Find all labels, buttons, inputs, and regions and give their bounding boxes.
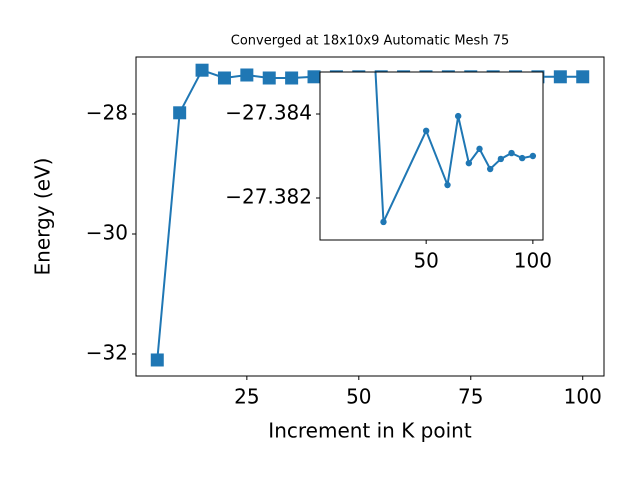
marker <box>486 165 494 173</box>
marker <box>553 70 567 84</box>
x-tick-label: 50 <box>413 249 438 273</box>
marker <box>422 127 430 134</box>
marker <box>444 181 451 189</box>
marker <box>497 155 505 163</box>
axes-frame <box>319 71 544 241</box>
x-tick-label: 100 <box>514 249 552 273</box>
y-tick-label: −30 <box>86 220 128 244</box>
marker <box>217 71 231 85</box>
plot-area <box>320 72 543 240</box>
marker <box>454 112 462 120</box>
marker <box>465 159 473 167</box>
marker <box>195 63 209 77</box>
y-tick-label: −28 <box>86 100 128 124</box>
marker <box>370 18 376 24</box>
y-tick-label: −32 <box>86 340 128 364</box>
axes: 50 100 −27.384 −27.382 <box>225 18 552 273</box>
marker <box>173 106 187 120</box>
axes-frame <box>135 56 605 377</box>
marker <box>518 154 526 162</box>
marker <box>508 149 515 157</box>
y-tick-label: −27.384 <box>225 101 312 125</box>
marker <box>307 70 321 84</box>
marker <box>285 71 299 85</box>
x-tick-label: 75 <box>458 385 483 409</box>
marker <box>150 353 164 367</box>
x-tick-label: 100 <box>564 385 602 409</box>
marker <box>240 68 254 82</box>
y-tick-label: −27.382 <box>225 185 312 209</box>
x-tick-label: 50 <box>346 385 371 409</box>
marker <box>262 71 276 85</box>
marker <box>380 218 387 226</box>
marker <box>476 145 483 153</box>
chart-title: Converged at 18x10x9 Automatic Mesh 75 <box>231 34 509 49</box>
marker <box>529 152 537 160</box>
y-axis-label: Energy (eV) <box>31 158 55 276</box>
x-axis-label: Increment in K point <box>268 419 472 443</box>
marker <box>576 70 590 84</box>
plot-content <box>370 18 537 226</box>
x-tick-label: 25 <box>234 385 259 409</box>
